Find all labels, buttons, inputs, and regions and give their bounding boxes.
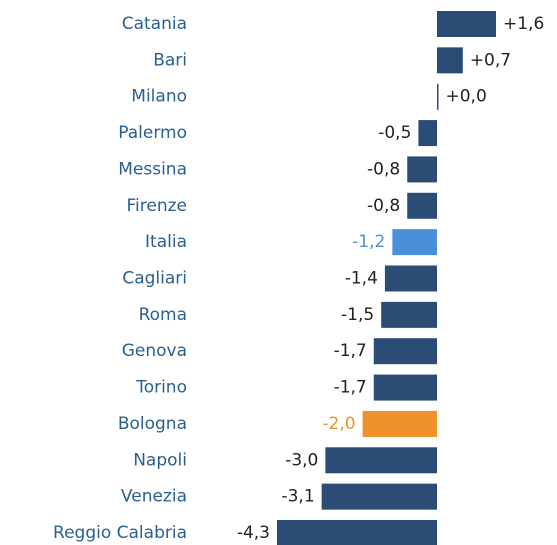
category-label: Bologna xyxy=(118,414,187,434)
category-label: Firenze xyxy=(127,196,188,216)
category-label: Reggio Calabria xyxy=(53,523,187,543)
value-label: +1,6 xyxy=(503,14,544,34)
category-label: Catania xyxy=(122,14,187,34)
value-label: -4,3 xyxy=(237,523,270,543)
category-label: Venezia xyxy=(121,487,187,507)
bar xyxy=(321,483,437,510)
value-label: -3,1 xyxy=(281,487,314,507)
bar xyxy=(392,229,437,256)
category-label: Genova xyxy=(122,341,187,361)
bar xyxy=(437,11,496,37)
value-label: -0,8 xyxy=(367,196,400,216)
value-label: -2,0 xyxy=(322,414,355,434)
value-label: -1,5 xyxy=(341,305,374,325)
value-label: +0,0 xyxy=(446,87,487,107)
category-label: Torino xyxy=(135,378,187,398)
bar xyxy=(437,83,439,110)
bar xyxy=(373,374,437,401)
value-label: -0,5 xyxy=(378,123,411,143)
bar xyxy=(437,47,463,74)
category-label: Milano xyxy=(131,87,187,107)
value-label: -0,8 xyxy=(367,159,400,179)
bar xyxy=(373,338,437,365)
value-label: +0,7 xyxy=(470,50,511,70)
bar xyxy=(325,447,437,474)
bar xyxy=(362,410,437,437)
bar xyxy=(407,192,437,219)
value-label: -1,4 xyxy=(345,269,378,289)
category-label: Palermo xyxy=(118,123,187,143)
value-label: -3,0 xyxy=(285,450,318,470)
bar xyxy=(277,520,437,545)
category-label: Messina xyxy=(118,159,187,179)
value-label: -1,7 xyxy=(334,341,367,361)
category-label: Cagliari xyxy=(122,269,187,289)
bar xyxy=(407,156,437,183)
bar xyxy=(381,301,437,328)
value-label: -1,2 xyxy=(352,232,385,252)
category-label: Italia xyxy=(145,232,187,252)
value-label: -1,7 xyxy=(334,378,367,398)
bar xyxy=(418,120,437,147)
bar xyxy=(384,265,437,292)
category-label: Roma xyxy=(139,305,187,325)
category-label: Napoli xyxy=(133,450,187,470)
category-label: Bari xyxy=(153,50,187,70)
